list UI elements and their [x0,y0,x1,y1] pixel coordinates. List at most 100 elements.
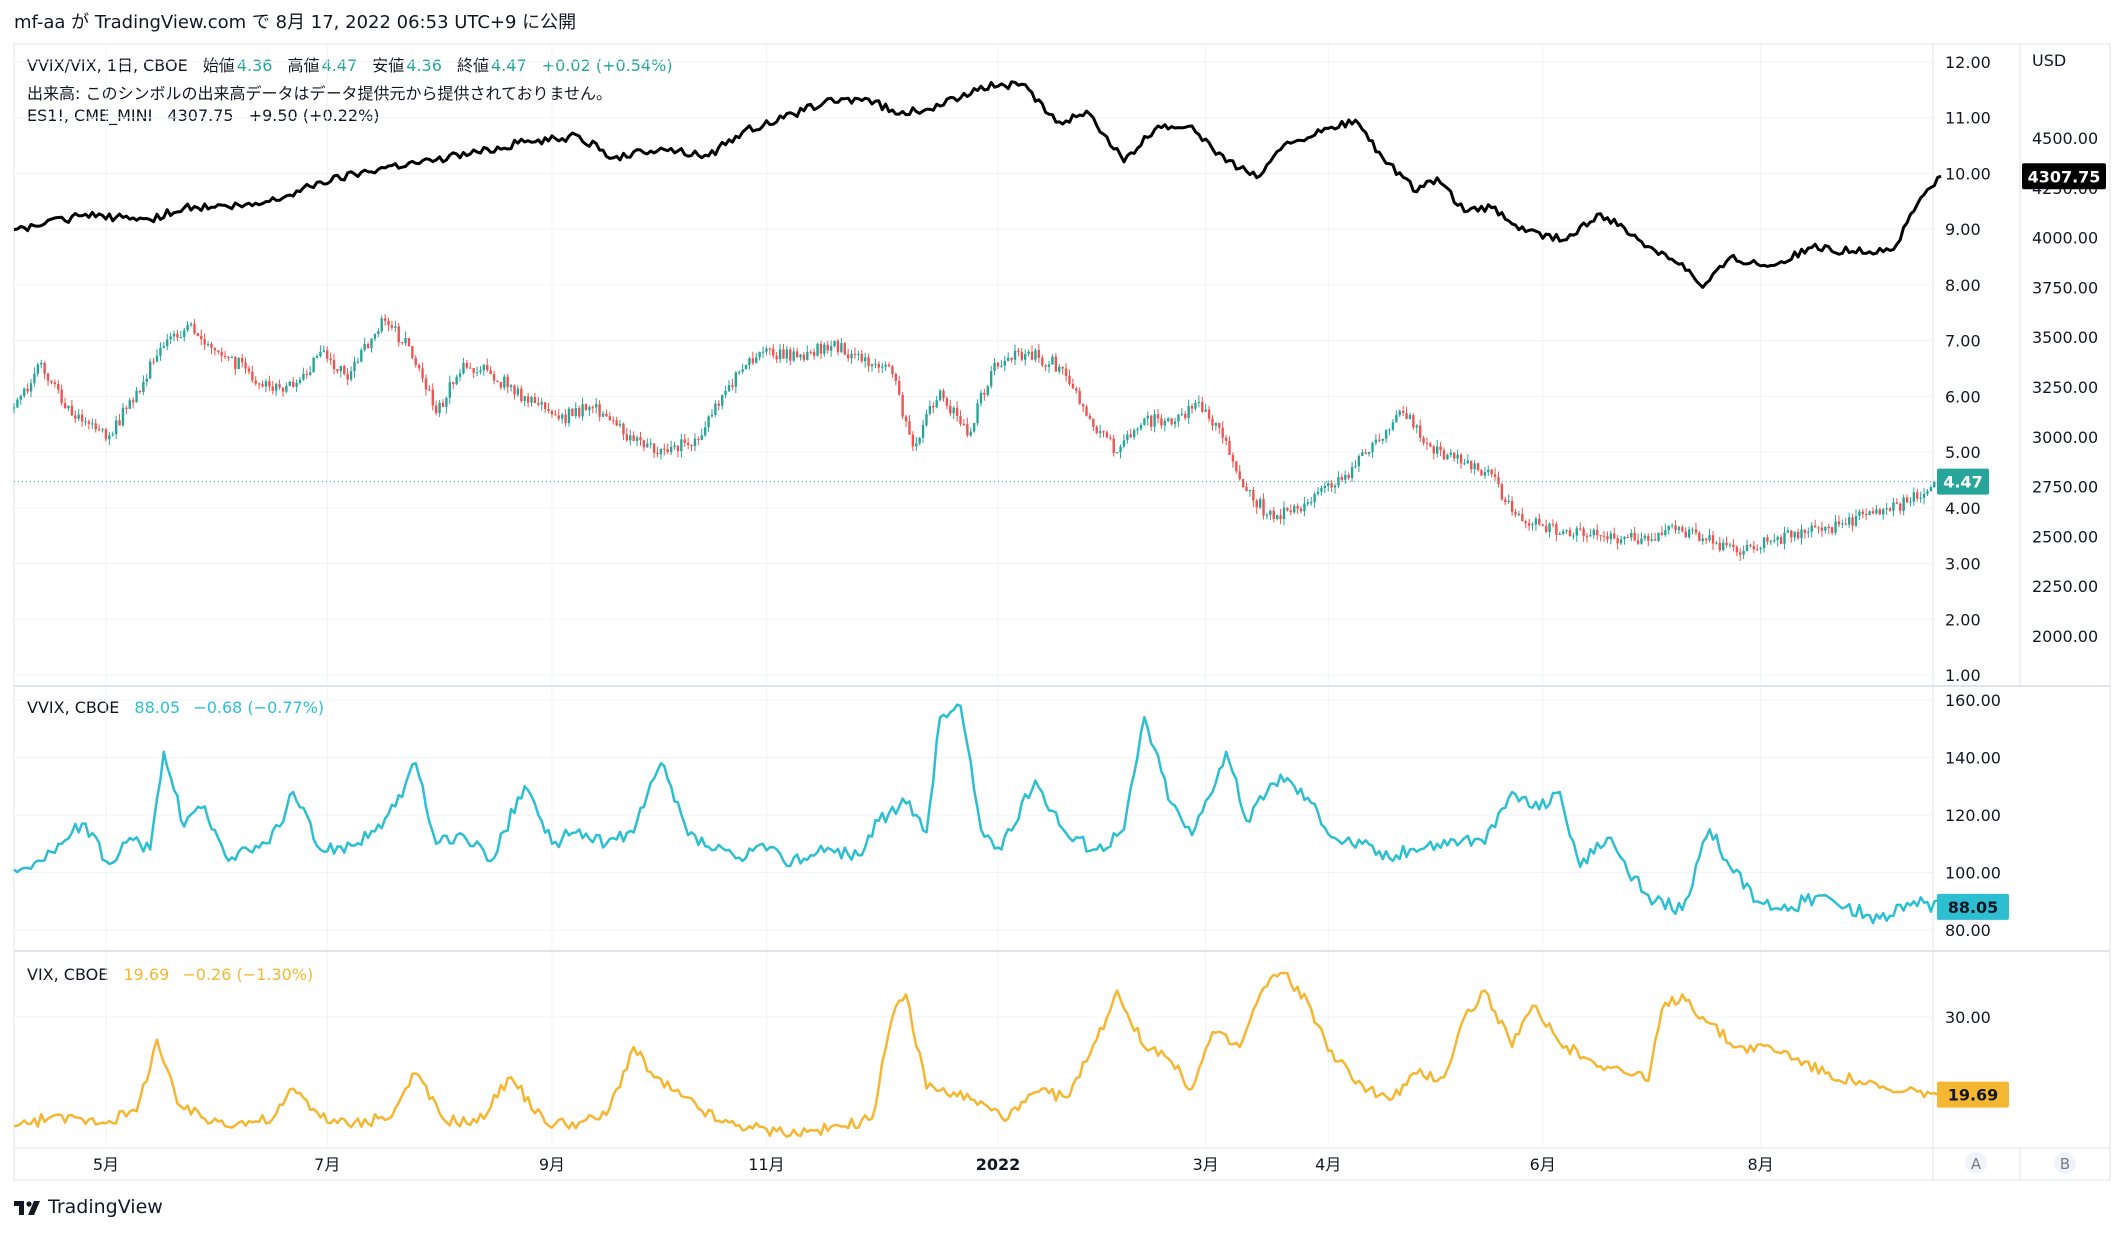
candle [118,414,121,426]
candle-body [1837,521,1841,525]
candle [1619,535,1623,545]
candle-body [200,335,203,340]
candle-body [261,383,264,387]
candle [1398,409,1401,417]
candle [1899,502,1902,515]
candle [462,357,465,375]
es-symbol-title[interactable]: ES1!, CME_MINI [27,106,153,125]
candle [1034,348,1037,363]
es-price-tick-label: 4500.00 [2032,129,2098,148]
candle [646,438,649,448]
candle [680,433,683,458]
candle-body [560,414,564,419]
vix-symbol-title[interactable]: VIX, CBOE [27,965,109,984]
candle-body [1139,424,1143,429]
candle-body [135,390,138,403]
candle-body [1466,460,1470,464]
candle [206,341,210,348]
candle [1517,510,1521,517]
es-series-line [13,80,1942,289]
candle-body [23,388,26,396]
main-symbol-title[interactable]: VVIX/VIX, 1日, CBOE [27,56,188,75]
candle [1177,413,1180,428]
candle [1180,408,1184,417]
es-price-tick-label: 2000.00 [2032,627,2098,646]
candle-body [247,368,251,372]
candle-body [108,435,111,440]
candle-body [1115,452,1119,454]
candle [421,362,424,383]
candle [1344,470,1347,485]
candle-body [564,414,567,424]
candle [1694,522,1698,536]
candle [1102,430,1105,438]
candle [1497,471,1500,488]
candle [1432,444,1435,460]
candle [1657,532,1660,542]
candle-body [1514,511,1517,515]
candle-body [1364,452,1367,454]
candle [1364,448,1367,455]
candle [302,367,305,381]
candle [400,341,404,345]
candle-body [1504,499,1507,503]
candle-body [1129,434,1132,438]
candle [1507,494,1510,504]
candle-body [891,366,894,375]
candle-body [356,361,360,363]
candle [1868,510,1871,516]
candle [1456,449,1459,464]
candle [469,362,472,369]
es-price-tick-label: 4000.00 [2032,229,2098,248]
candle [1275,514,1279,521]
vvix-legend: VVIX, CBOE 88.05 −0.68 (−0.77%) [27,698,324,717]
candle-body [1371,442,1374,453]
candle-body [918,437,921,444]
candle [717,400,720,411]
candle-body [1773,540,1776,542]
candle [1081,403,1085,413]
candle-body [1391,422,1395,430]
vvix-symbol-title[interactable]: VVIX, CBOE [27,698,120,717]
candle-body [448,382,452,398]
candle-body [1517,514,1521,516]
candle-body [1684,531,1687,538]
candle [748,356,751,370]
candle [1578,522,1582,532]
candle [1463,458,1466,466]
candle [1381,438,1384,445]
candle [288,380,291,387]
candle-body [867,357,870,367]
candle [234,355,237,375]
candle [615,416,618,427]
candle-body [1735,547,1739,553]
candle-body [567,408,571,424]
tradingview-logo[interactable]: TradingView [14,1196,163,1218]
candle-body [1313,493,1316,503]
pane-borders [13,43,2111,1181]
candle [1292,503,1296,514]
candle [833,340,836,348]
candle-body [1585,535,1589,537]
candle [1095,425,1098,435]
scale-button-b[interactable] [2054,1152,2076,1174]
candle [1691,527,1694,535]
candle-body [1296,506,1299,509]
scale-button-a[interactable] [1965,1152,1987,1174]
candle-body [1524,521,1527,524]
candle [605,409,608,418]
candle-body [1374,439,1378,443]
candle-body [962,423,966,425]
candle [577,405,581,419]
candle-body [795,351,799,358]
candle [414,354,417,368]
candle-body [84,421,87,423]
candle-body [148,361,152,379]
candle [1851,513,1854,532]
candle [1041,354,1044,368]
candle [1327,480,1330,492]
candle [1858,509,1861,521]
candle-body [264,381,268,387]
candle-body [1561,531,1565,534]
